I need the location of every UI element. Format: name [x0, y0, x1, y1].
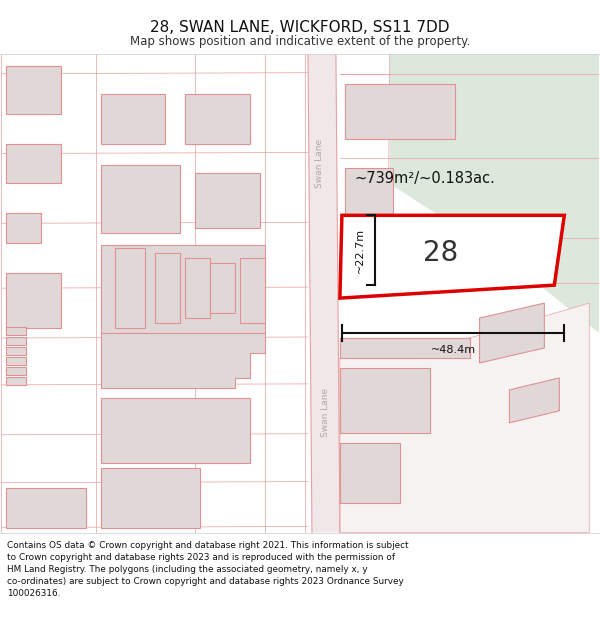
- Text: 28, SWAN LANE, WICKFORD, SS11 7DD: 28, SWAN LANE, WICKFORD, SS11 7DD: [150, 20, 450, 35]
- Text: 28: 28: [422, 239, 458, 268]
- Polygon shape: [340, 442, 400, 503]
- Bar: [6, 213, 41, 243]
- Bar: [195, 173, 260, 228]
- Bar: [101, 94, 166, 144]
- Bar: [345, 169, 393, 223]
- Polygon shape: [308, 54, 340, 532]
- Bar: [345, 235, 393, 273]
- Text: Contains OS data © Crown copyright and database right 2021. This information is : Contains OS data © Crown copyright and d…: [7, 541, 409, 598]
- Text: ~22.7m: ~22.7m: [355, 228, 365, 272]
- Polygon shape: [340, 368, 430, 432]
- Polygon shape: [340, 303, 589, 532]
- Bar: [6, 337, 26, 345]
- Text: Swan Lane: Swan Lane: [322, 388, 331, 438]
- Bar: [6, 488, 86, 528]
- Text: ~739m²/~0.183ac.: ~739m²/~0.183ac.: [355, 171, 496, 186]
- Bar: [6, 347, 26, 355]
- Bar: [115, 248, 145, 328]
- Text: ~48.4m: ~48.4m: [431, 345, 476, 355]
- Bar: [185, 94, 250, 144]
- Polygon shape: [340, 216, 565, 298]
- Bar: [185, 258, 210, 318]
- Polygon shape: [101, 333, 265, 388]
- Polygon shape: [390, 54, 599, 333]
- Bar: [6, 66, 61, 114]
- Bar: [6, 273, 61, 328]
- Bar: [101, 398, 250, 462]
- Bar: [101, 245, 265, 333]
- Bar: [101, 166, 181, 233]
- Text: Swan Lane: Swan Lane: [316, 139, 325, 188]
- Polygon shape: [340, 338, 470, 358]
- Bar: [345, 84, 455, 139]
- Bar: [400, 245, 434, 275]
- Polygon shape: [509, 378, 559, 423]
- Bar: [6, 144, 61, 183]
- Text: Map shows position and indicative extent of the property.: Map shows position and indicative extent…: [130, 35, 470, 48]
- Bar: [6, 327, 26, 335]
- Bar: [101, 468, 200, 528]
- Bar: [210, 263, 235, 313]
- Bar: [155, 253, 181, 323]
- Bar: [240, 258, 265, 323]
- Bar: [6, 357, 26, 365]
- Bar: [6, 367, 26, 375]
- Polygon shape: [479, 303, 544, 363]
- Bar: [6, 377, 26, 385]
